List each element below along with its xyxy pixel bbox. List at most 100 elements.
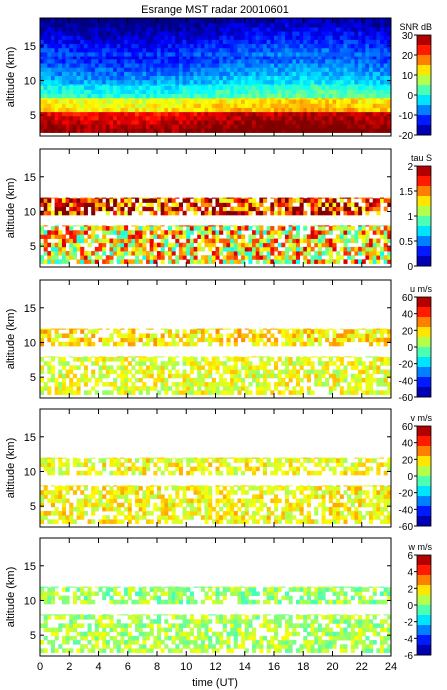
heatmap-cell (321, 225, 326, 227)
heatmap-cell (167, 71, 173, 77)
heatmap-cell (153, 27, 158, 32)
heatmap-cell (219, 58, 224, 64)
heatmap-cell (76, 107, 81, 113)
heatmap-cell (69, 198, 74, 203)
heatmap-cell (383, 242, 388, 248)
heatmap-cell (244, 225, 249, 227)
heatmap-cell (109, 75, 114, 81)
heatmap-cell (193, 107, 198, 113)
heatmap-cell (347, 47, 352, 53)
heatmap-cell (193, 47, 198, 53)
heatmap-cell (266, 18, 271, 20)
heatmap-cell (72, 390, 77, 395)
heatmap-cell (149, 206, 154, 212)
heatmap-cell (317, 58, 322, 64)
heatmap-cell (105, 39, 110, 45)
heatmap-cell (372, 47, 377, 53)
heatmap-cell (266, 56, 271, 60)
heatmap-cell (354, 373, 359, 379)
heatmap-cell (94, 18, 99, 20)
heatmap-cell (241, 120, 246, 125)
heatmap-cell (259, 18, 264, 20)
heatmap-cell (252, 58, 257, 64)
heatmap-cell (233, 22, 238, 28)
heatmap-cell (135, 226, 140, 231)
heatmap-cell (317, 39, 322, 45)
heatmap-cell (94, 120, 99, 125)
heatmap-cell (332, 75, 337, 81)
heatmap-cell (259, 103, 264, 108)
heatmap-cell (186, 361, 191, 366)
heatmap-cell (109, 58, 114, 64)
heatmap-cell (171, 27, 176, 32)
heatmap-cell (347, 27, 352, 32)
heatmap-cell (167, 369, 173, 375)
heatmap-cell (241, 31, 246, 36)
heatmap-cell (65, 83, 70, 86)
heatmap-cell (189, 52, 194, 57)
heatmap-cell (72, 120, 77, 125)
heatmap-cell (347, 230, 352, 235)
heatmap-cell (157, 107, 162, 113)
heatmap-cell (204, 52, 209, 57)
heatmap-cell (295, 198, 300, 203)
heatmap-cell (189, 39, 194, 45)
y-tick-label: 10 (24, 206, 36, 218)
heatmap-cell (204, 35, 209, 40)
heatmap-cell (94, 124, 99, 129)
heatmap-cell (142, 251, 147, 256)
heatmap-cell (369, 83, 374, 86)
heatmap-cell (43, 63, 48, 68)
heatmap-cell (54, 386, 59, 391)
heatmap-cell (314, 329, 319, 334)
heatmap-cell (347, 18, 352, 24)
heatmap-cell (266, 259, 271, 264)
heatmap-cell (361, 251, 366, 256)
heatmap-cell (336, 251, 341, 256)
heatmap-cell (120, 75, 125, 81)
heatmap-cell (336, 58, 341, 64)
heatmap-cell (50, 234, 56, 239)
heatmap-cell (230, 124, 235, 129)
heatmap-cell (153, 97, 158, 100)
heatmap-cell (321, 107, 326, 113)
heatmap-cell (186, 377, 191, 383)
heatmap-cell (102, 251, 107, 256)
heatmap-cell (193, 390, 198, 395)
heatmap-cell (54, 242, 59, 248)
heatmap-cell (65, 128, 70, 133)
heatmap-cell (160, 361, 165, 366)
heatmap-cell (197, 89, 202, 95)
heatmap-cell (153, 83, 158, 86)
heatmap-cell (299, 31, 304, 36)
heatmap-cell (65, 361, 70, 366)
heatmap-cell (83, 357, 88, 362)
heatmap-cell (233, 71, 238, 77)
heatmap-cell (306, 75, 311, 81)
heatmap-cell (274, 124, 279, 129)
heatmap-cell (204, 43, 209, 49)
heatmap-cell (204, 56, 209, 60)
heatmap-cell (277, 226, 282, 231)
heatmap-cell (233, 85, 238, 90)
heatmap-cell (299, 377, 304, 383)
heatmap-cell (58, 328, 63, 330)
heatmap-cell (255, 83, 260, 86)
heatmap-cell (248, 18, 253, 20)
heatmap-cell (233, 206, 238, 212)
colorbar-tick-label: 10 (402, 71, 414, 82)
heatmap-cell (146, 128, 151, 133)
heatmap-cell (317, 128, 322, 133)
heatmap-cell (284, 197, 290, 199)
heatmap-cell (369, 365, 374, 370)
heatmap-cell (160, 197, 165, 199)
heatmap-cell (332, 18, 337, 20)
heatmap-cell (175, 255, 180, 260)
heatmap-cell (47, 31, 52, 36)
heatmap-cell (343, 390, 348, 395)
heatmap-cell (284, 234, 290, 239)
heatmap-cell (259, 202, 264, 208)
heatmap-cell (295, 356, 300, 358)
heatmap-cell (270, 103, 275, 108)
heatmap-cell (178, 27, 183, 32)
